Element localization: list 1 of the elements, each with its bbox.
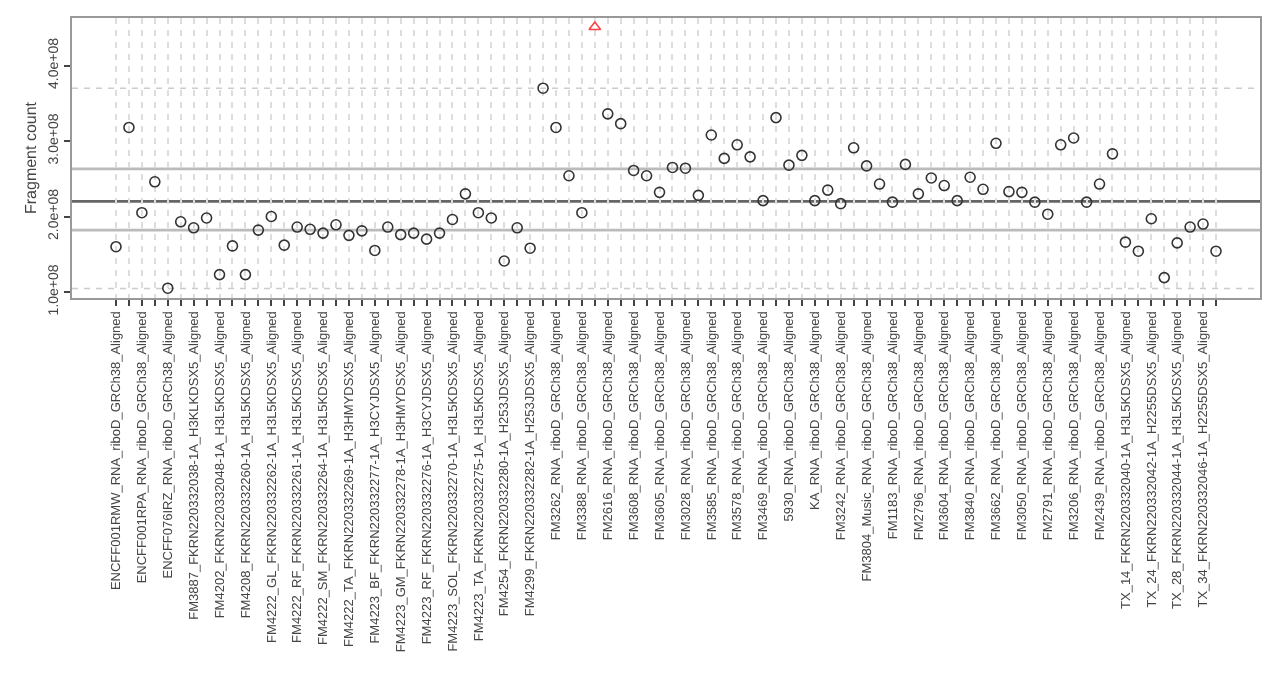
y-axis-title: Fragment count bbox=[21, 100, 40, 215]
